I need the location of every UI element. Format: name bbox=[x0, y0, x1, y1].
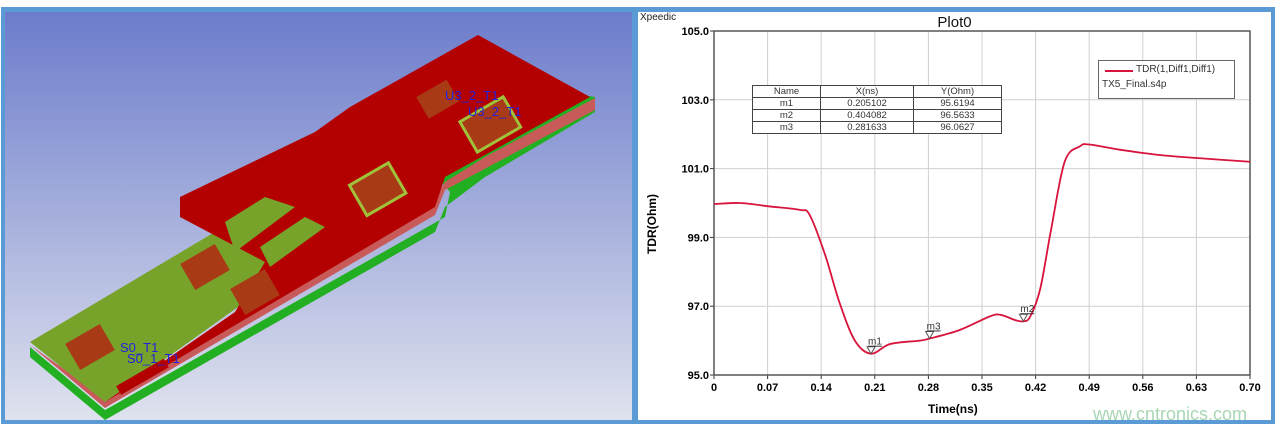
marker-table-header: Name X(ns) Y(Ohm) bbox=[752, 85, 1002, 98]
pcb-pad bbox=[416, 79, 460, 119]
x-tick-label: 0.56 bbox=[1132, 382, 1153, 394]
table-row: m1 0.205102 95.6194 bbox=[752, 97, 1002, 110]
marker-m1-icon bbox=[866, 346, 876, 355]
legend-file: TX5_Final.s4p bbox=[1102, 79, 1167, 90]
cell: 96.5633 bbox=[913, 109, 1002, 122]
pcb-model bbox=[30, 35, 595, 420]
y-tick-label: 99.0 bbox=[688, 232, 709, 244]
cell: 0.404082 bbox=[820, 109, 914, 122]
component-label: S0_1_T1 bbox=[127, 351, 180, 366]
y-tick-label: 95.0 bbox=[688, 370, 709, 382]
tdr-chart[interactable]: 0 0.07 0.14 0.21 0.28 0.35 0.42 0.49 0.56 0.63 0.7… bbox=[638, 12, 1271, 420]
x-tick-label: 0.28 bbox=[918, 382, 939, 394]
cell: m3 bbox=[752, 121, 821, 134]
marker-m1-label: m1 bbox=[868, 337, 882, 348]
pcb-edge bbox=[30, 98, 595, 408]
table-row: m2 0.404082 96.5633 bbox=[752, 109, 1002, 122]
component-label: S0_T1 bbox=[120, 340, 159, 355]
pcb-pad bbox=[116, 358, 169, 395]
pcb-trace-gap bbox=[260, 217, 325, 267]
pcb-pad bbox=[65, 324, 115, 370]
chart-title: Plot0 bbox=[937, 14, 972, 31]
x-tick-label: 0.07 bbox=[757, 382, 778, 394]
header-cell: Name bbox=[752, 85, 821, 98]
legend-series: TDR(1,Diff1,Diff1) bbox=[1136, 64, 1216, 75]
legend-swatch bbox=[1105, 70, 1133, 72]
cell: m1 bbox=[752, 97, 821, 110]
y-tick-label: 101.0 bbox=[681, 164, 709, 176]
marker-table: Name X(ns) Y(Ohm) m1 0.205102 95.6194 m2 0.… bbox=[752, 85, 1002, 134]
y-tick-label: 97.0 bbox=[688, 301, 709, 313]
cell: 95.6194 bbox=[913, 97, 1002, 110]
x-tick-label: 0.42 bbox=[1025, 382, 1046, 394]
watermark: www.cntronics.com bbox=[1093, 404, 1248, 424]
pcb-trace-gap bbox=[225, 197, 295, 252]
plot-panel: Xpeedic Plot0 0 0.07 0.14 0.21 0.28 0.35 0.42 0… bbox=[638, 12, 1271, 424]
marker-m3-icon bbox=[924, 330, 935, 340]
cell: 0.205102 bbox=[820, 97, 914, 110]
legend: TDR(1,Diff1,Diff1) TX5_Final.s4p bbox=[1098, 60, 1235, 99]
header-cell: X(ns) bbox=[820, 85, 914, 98]
y-tick-label: 105.0 bbox=[681, 26, 709, 38]
pcb-pad bbox=[347, 160, 408, 218]
brand-label: Xpeedic bbox=[640, 12, 677, 23]
y-tick-label: 103.0 bbox=[681, 95, 709, 107]
series-line bbox=[713, 143, 1251, 355]
header-cell: Y(Ohm) bbox=[913, 85, 1002, 98]
x-tick-label: 0 bbox=[711, 382, 717, 394]
pcb-pad bbox=[457, 94, 523, 155]
cell: 0.281633 bbox=[820, 121, 914, 134]
x-tick-label: 0.63 bbox=[1186, 382, 1207, 394]
pcb-pad bbox=[180, 244, 230, 290]
cell: m2 bbox=[752, 109, 821, 122]
x-tick-label: 0.14 bbox=[810, 382, 832, 394]
plot-area-border bbox=[713, 30, 1251, 376]
x-tick-label: 0.49 bbox=[1078, 382, 1099, 394]
x-tick-label: 0.21 bbox=[864, 382, 885, 394]
marker-m3-label: m3 bbox=[927, 321, 941, 332]
table-row: m3 0.281633 96.0627 bbox=[752, 121, 1002, 134]
pcb-3d-view[interactable]: U3_2_T1 U3_2_T1 S0_T1 S0_1_T1 bbox=[5, 12, 632, 420]
y-axis-label: TDR(Ohm) bbox=[645, 194, 659, 254]
x-axis-label: Time(ns) bbox=[928, 402, 978, 416]
cell: 96.0627 bbox=[913, 121, 1002, 134]
marker-m2-label: m2 bbox=[1020, 304, 1034, 315]
component-label: U3_2_T1 bbox=[445, 88, 499, 103]
x-tick-label: 0.35 bbox=[971, 382, 992, 394]
x-tick-label: 0.70 bbox=[1239, 382, 1260, 394]
pcb-pad bbox=[230, 269, 280, 315]
component-label: U3_2_T1 bbox=[468, 104, 522, 119]
marker-m2-icon bbox=[1018, 313, 1029, 323]
